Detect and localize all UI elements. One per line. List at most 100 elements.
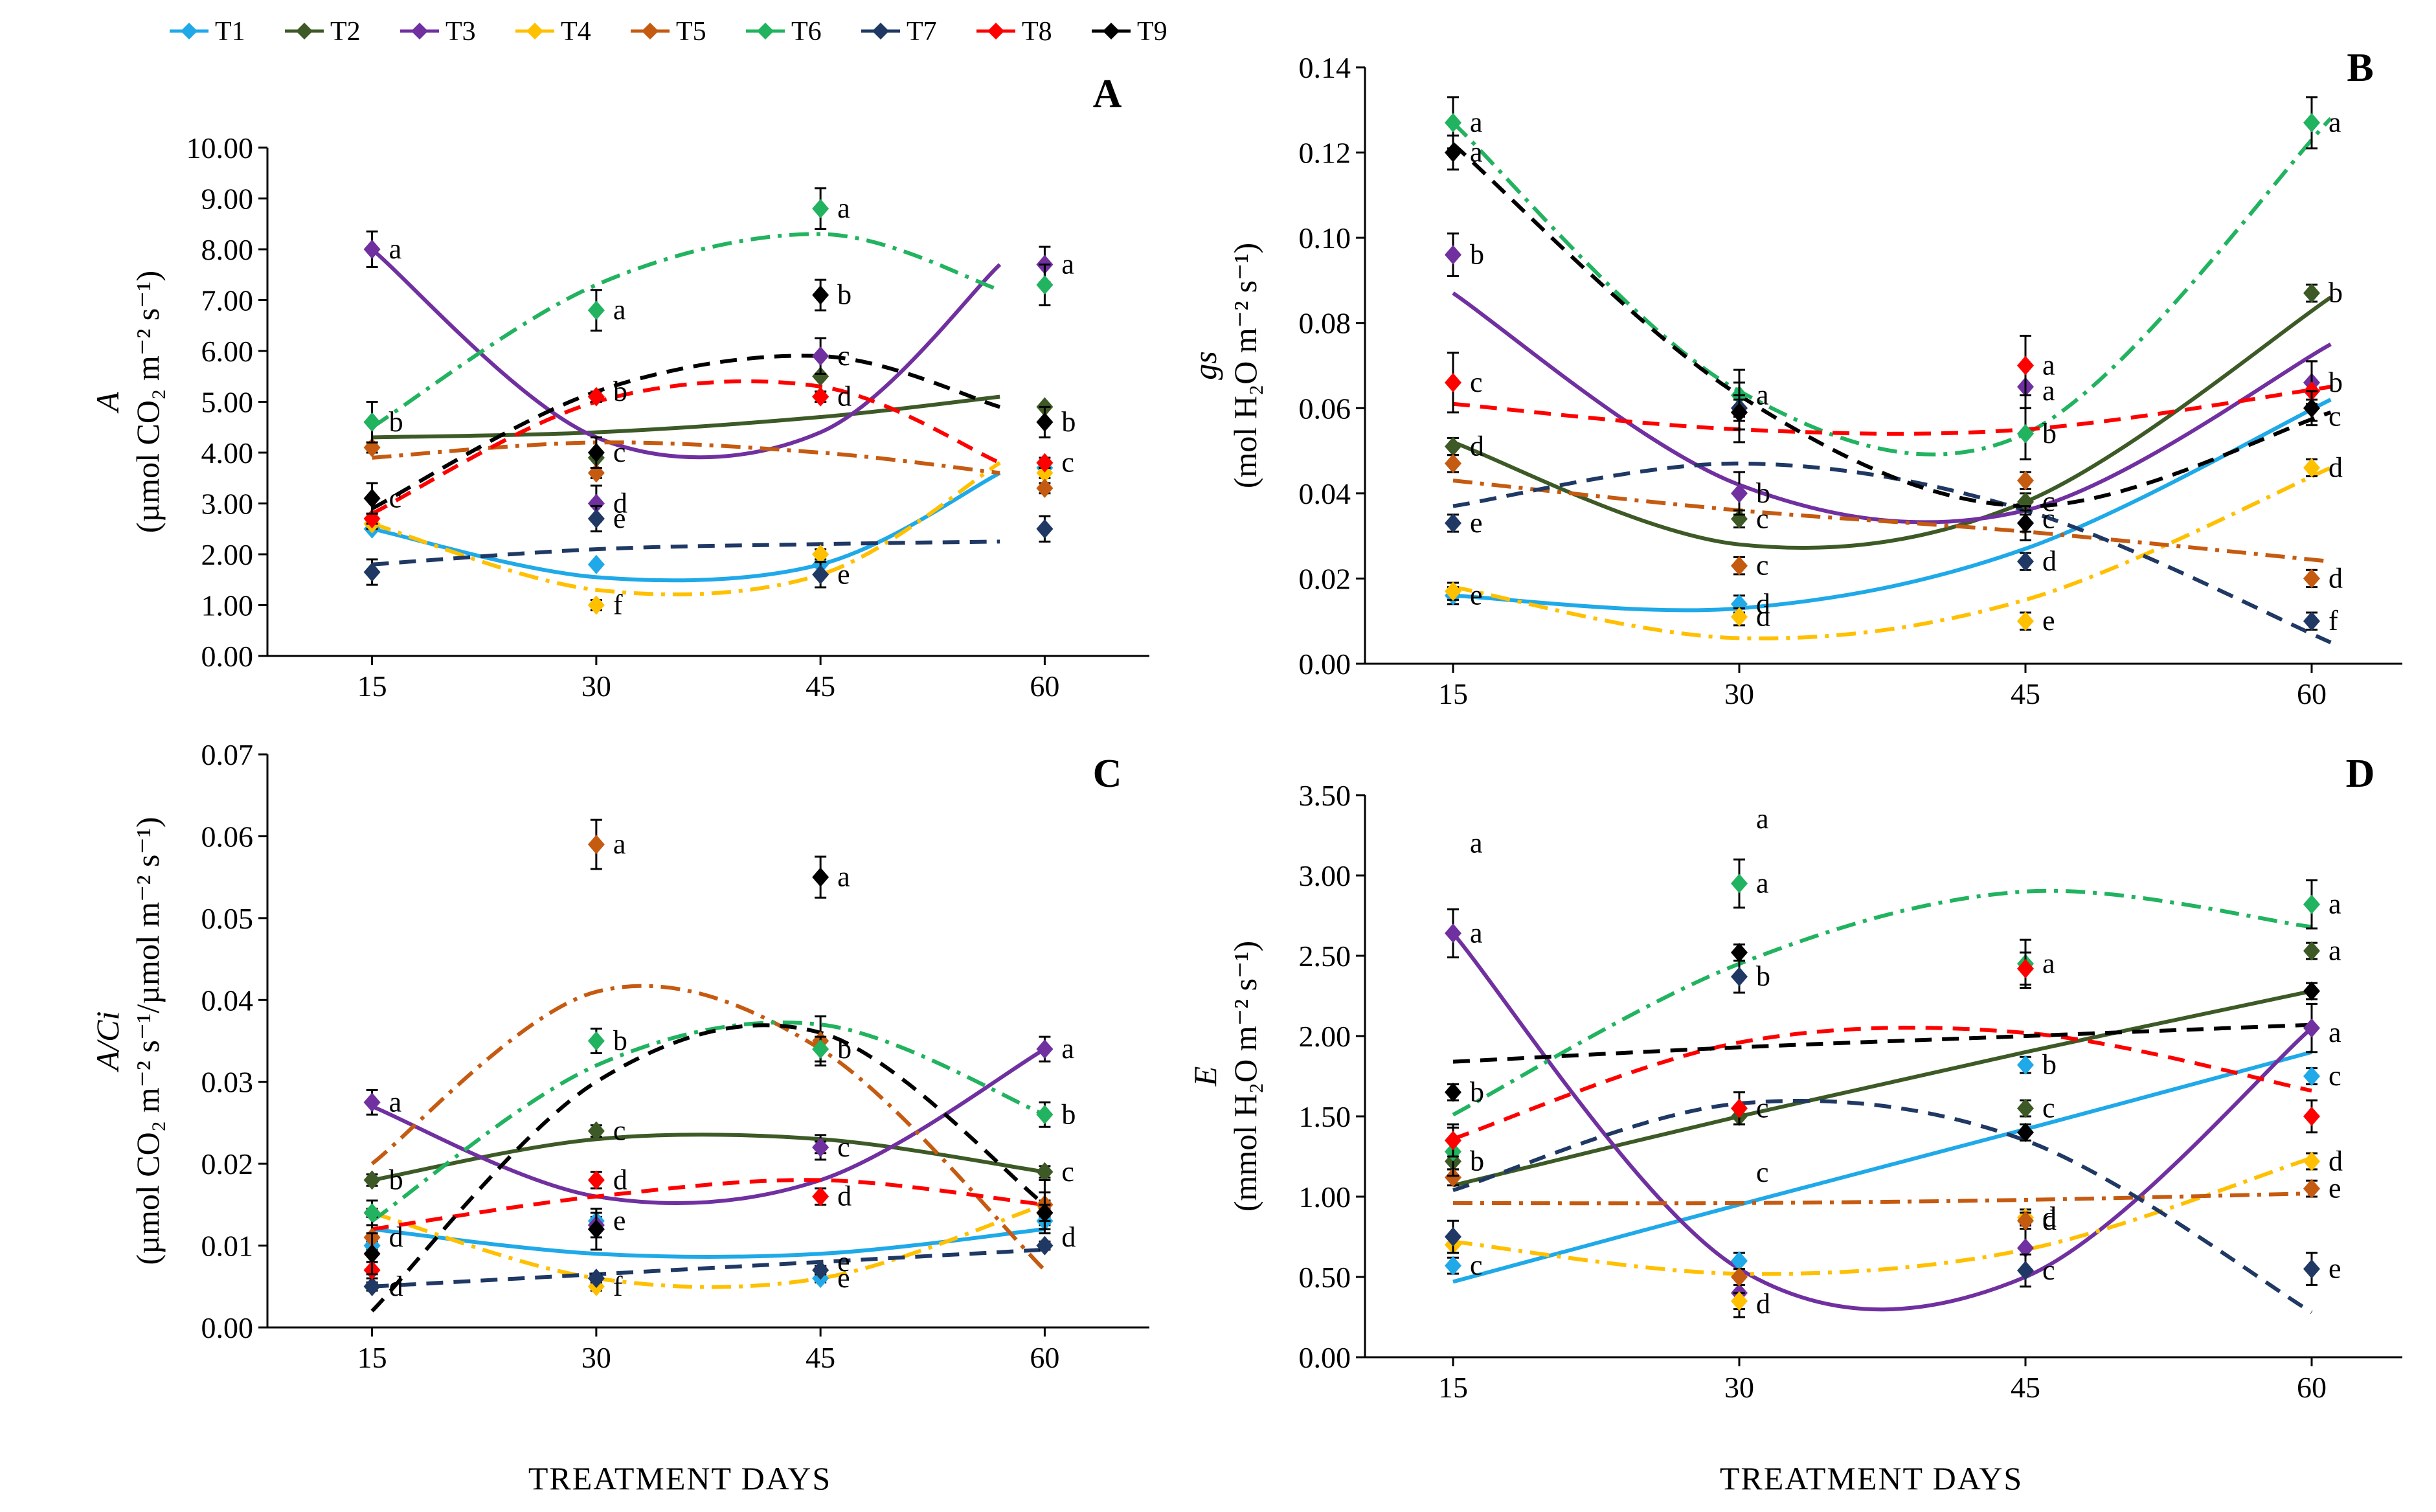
trend-line-t6 bbox=[1451, 117, 2332, 457]
data-point-t3 bbox=[1445, 245, 1461, 265]
significance-label: c bbox=[1470, 367, 1483, 398]
y-tick-label: 0.00 bbox=[1299, 648, 1351, 681]
significance-label: a bbox=[2329, 935, 2341, 967]
data-point-t4 bbox=[2017, 611, 2034, 631]
y-tick-label: 1.00 bbox=[201, 589, 254, 622]
significance-label: f bbox=[2329, 605, 2338, 637]
legend-marker-t3 bbox=[411, 23, 428, 39]
data-point-t3 bbox=[363, 240, 381, 259]
significance-label: b bbox=[2329, 367, 2343, 398]
trend-line-t3 bbox=[371, 1047, 1046, 1206]
significance-label: d bbox=[1756, 1288, 1770, 1320]
y-tick-label: 0.05 bbox=[201, 902, 254, 935]
data-point-t8 bbox=[587, 387, 605, 407]
significance-label: a bbox=[613, 828, 626, 860]
trend-line-t8 bbox=[1452, 385, 2331, 436]
significance-label: c bbox=[2042, 1254, 2055, 1286]
y-tick-label: 0.06 bbox=[201, 820, 254, 853]
data-point-t7 bbox=[812, 1260, 829, 1280]
data-point-t6 bbox=[2303, 894, 2320, 914]
y-tick-label: 2.00 bbox=[201, 538, 254, 571]
data-point-t8 bbox=[812, 387, 829, 407]
y-axis-label-name: E bbox=[1187, 1066, 1223, 1087]
data-point-t5 bbox=[2017, 471, 2034, 491]
trend-line-t2 bbox=[372, 1133, 1045, 1182]
legend-label-t9: T9 bbox=[1137, 17, 1167, 47]
y-axis-label-unit: (µmol CO₂ m⁻² s⁻¹) bbox=[130, 271, 166, 533]
data-point-t8 bbox=[1036, 453, 1054, 473]
significance-label: b bbox=[613, 376, 627, 407]
trend-line-t5 bbox=[1452, 479, 2331, 564]
legend-marker-t5 bbox=[642, 23, 659, 39]
data-point-t9 bbox=[812, 867, 829, 887]
legend-label-t3: T3 bbox=[445, 17, 476, 47]
significance-label: e bbox=[837, 1246, 850, 1278]
significance-label: c bbox=[1470, 1250, 1483, 1281]
y-axis-label-name: A/Ci bbox=[89, 1011, 126, 1073]
significance-label: b bbox=[2042, 1049, 2057, 1081]
y-tick-label: 8.00 bbox=[201, 233, 254, 266]
panel-letter: B bbox=[2347, 46, 2373, 90]
data-point-t7 bbox=[2017, 552, 2034, 572]
data-point-t4 bbox=[1731, 607, 1748, 627]
significance-label: a bbox=[1061, 249, 1074, 280]
data-point-t9 bbox=[1445, 1082, 1461, 1102]
trend-line-t4 bbox=[1452, 466, 2332, 640]
data-point-t7 bbox=[363, 562, 381, 582]
x-tick-label: 45 bbox=[2011, 1371, 2040, 1404]
data-point-t6 bbox=[812, 1039, 829, 1059]
y-tick-label: 0.00 bbox=[201, 1311, 254, 1344]
panel-c: 0.00 0.01 0.02 0.03 0.04 0.05 0.06 0.07 15 30 45 60… bbox=[89, 738, 1149, 1374]
data-point-t9 bbox=[587, 1219, 605, 1239]
y-tick-label: 0.04 bbox=[1299, 477, 1351, 510]
trend-line-t6 bbox=[370, 1021, 1046, 1223]
significance-label: a bbox=[1470, 107, 1483, 139]
significance-label: e bbox=[1470, 580, 1483, 611]
significance-label: c bbox=[837, 340, 850, 372]
data-point-t1 bbox=[1731, 1251, 1748, 1271]
significance-label: f bbox=[613, 1270, 623, 1302]
data-point-t4 bbox=[2303, 1151, 2320, 1171]
data-point-t3 bbox=[812, 1137, 829, 1157]
data-point-t1 bbox=[2017, 1055, 2034, 1075]
x-axis-label-left: TREATMENT DAYS bbox=[528, 1460, 831, 1496]
data-point-t4 bbox=[587, 595, 605, 615]
significance-label: c bbox=[2329, 400, 2341, 432]
x-tick-label: 15 bbox=[1438, 677, 1468, 710]
trend-line-t5 bbox=[1452, 1191, 2312, 1206]
data-point-t6 bbox=[587, 1031, 605, 1051]
legend-label-t4: T4 bbox=[561, 17, 591, 47]
y-tick-label: 0.03 bbox=[201, 1066, 254, 1099]
y-tick-label: 0.06 bbox=[1299, 392, 1351, 425]
trend-line-t1 bbox=[1452, 1050, 2312, 1284]
significance-label: e bbox=[837, 558, 850, 590]
significance-label: a bbox=[1756, 867, 1769, 899]
legend-label-t5: T5 bbox=[676, 17, 706, 47]
x-tick-label: 15 bbox=[1438, 1371, 1468, 1404]
data-point-t8 bbox=[1731, 1098, 1748, 1118]
trend-line-t8 bbox=[372, 1178, 1045, 1232]
trend-line-t8 bbox=[371, 379, 1001, 515]
data-point-t7 bbox=[363, 1276, 381, 1296]
legend-marker-t1 bbox=[181, 23, 197, 39]
data-point-t9 bbox=[363, 1244, 381, 1264]
data-point-t5 bbox=[2017, 1211, 2034, 1231]
trend-line-t9 bbox=[371, 354, 1000, 511]
trend-line-t5 bbox=[372, 440, 1000, 475]
data-point-t8 bbox=[587, 1170, 605, 1190]
significance-label: b bbox=[389, 1164, 403, 1195]
significance-label: a bbox=[1756, 379, 1769, 411]
panel-a: 0.00 1.00 2.00 3.00 4.00 5.00 6.00 7.00 8.00 9.00… bbox=[89, 72, 1149, 703]
trend-line-t6 bbox=[370, 232, 1001, 429]
significance-label: a bbox=[2042, 947, 2055, 979]
data-point-t4 bbox=[1445, 581, 1461, 602]
significance-label: c bbox=[2042, 502, 2055, 534]
data-point-t7 bbox=[2017, 1261, 2034, 1281]
significance-label: c bbox=[2329, 1060, 2341, 1092]
significance-label: a bbox=[837, 192, 850, 224]
significance-label: d bbox=[2042, 1204, 2057, 1236]
data-point-t9 bbox=[1036, 1203, 1054, 1223]
significance-label: d bbox=[613, 1164, 627, 1195]
trend-line-t1 bbox=[1452, 398, 2332, 613]
significance-label: e bbox=[2042, 605, 2055, 637]
